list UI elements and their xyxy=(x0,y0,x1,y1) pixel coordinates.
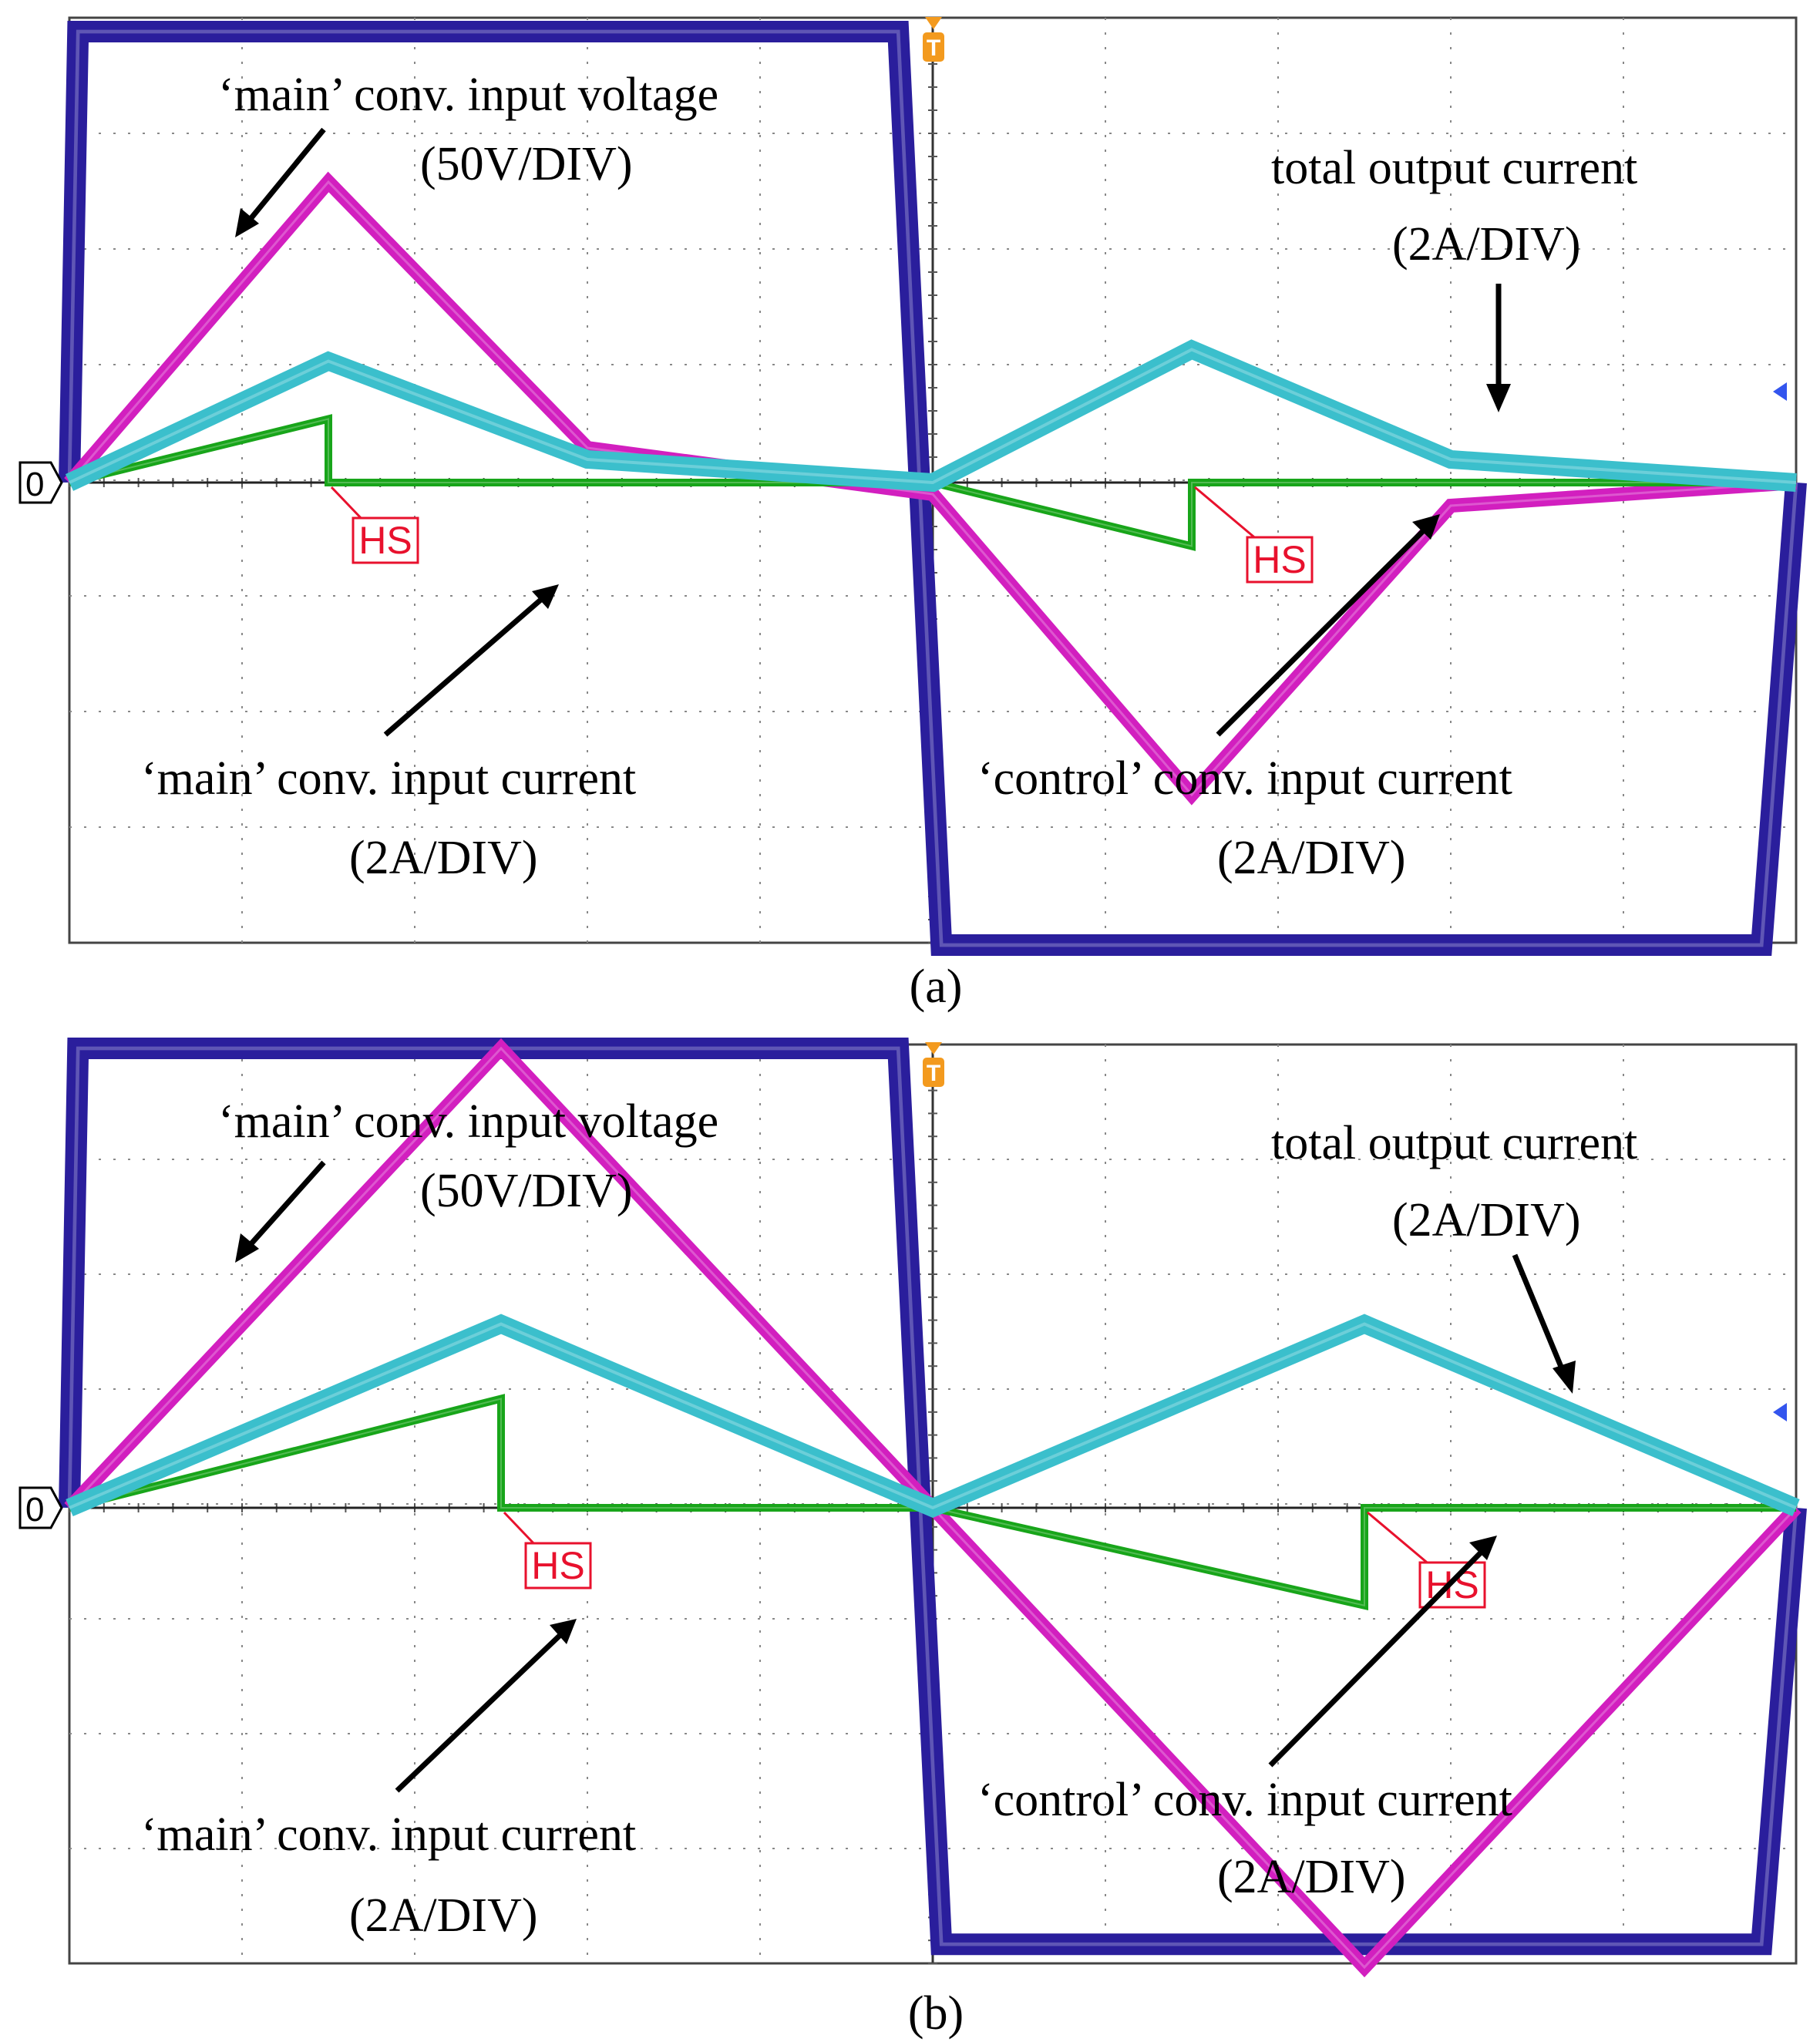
hs-box xyxy=(524,1542,592,1590)
hs-box xyxy=(1246,536,1314,584)
hs-pointer xyxy=(330,486,365,523)
zero-marker-label: 0 xyxy=(25,1491,44,1529)
arrow-heads-a xyxy=(235,208,1511,609)
hs-markers-a: HS HS xyxy=(330,486,1314,584)
pointer-arrows-b xyxy=(244,1160,1568,1793)
total-label-line1: total output current xyxy=(1271,1117,1637,1169)
hs-pointer xyxy=(1367,1511,1431,1567)
control-current-label-line2: (2A/DIV) xyxy=(1217,1851,1406,1903)
total-label-line2: (2A/DIV) xyxy=(1392,1194,1581,1246)
trace-total_output_current xyxy=(65,339,1797,493)
control-current-label-line1: ‘control’ conv. input current xyxy=(977,1774,1512,1826)
right-level-arrow-icon xyxy=(1773,1403,1787,1421)
voltage-label-line2: (50V/DIV) xyxy=(420,1165,633,1217)
main-current-label-line2: (2A/DIV) xyxy=(349,832,538,884)
trace-total_output_current xyxy=(66,1314,1800,1519)
hs-label: HS xyxy=(531,1544,584,1587)
trace-highlight-main_input_current xyxy=(68,180,1797,797)
trigger-marker-b: T xyxy=(923,1042,944,1087)
total-label-line1: total output current xyxy=(1271,142,1637,194)
voltage-label-line2: (50V/DIV) xyxy=(420,138,633,190)
voltage-label-line1: ‘main’ conv. input voltage xyxy=(218,69,718,121)
right-level-arrow-icon xyxy=(1773,382,1787,401)
hs-label: HS xyxy=(358,519,412,562)
hs-box xyxy=(352,516,419,564)
zero-marker-label: 0 xyxy=(25,466,44,503)
total-label-line2: (2A/DIV) xyxy=(1392,218,1581,271)
trigger-marker-label: T xyxy=(927,1061,940,1086)
trace-highlight-total_output_current xyxy=(69,348,1797,485)
main-current-label-line1: ‘main’ conv. input current xyxy=(141,1808,636,1861)
zero-marker-b: 0 xyxy=(19,1486,63,1529)
control-current-label-line2: (2A/DIV) xyxy=(1217,832,1406,884)
panel-caption-a: (a) xyxy=(910,960,963,1013)
hs-label: HS xyxy=(1253,538,1306,581)
traces-a xyxy=(59,20,1807,956)
trigger-marker-a: T xyxy=(923,17,944,62)
pointer-arrows-a xyxy=(244,127,1502,737)
panel-a: HS HS 0 T ‘main’ conv. input voltage (50V… xyxy=(19,16,1807,1013)
main-current-label-line1: ‘main’ conv. input current xyxy=(141,752,636,805)
trace-highlight-total_output_current xyxy=(69,1322,1797,1510)
control-current-label-line1: ‘control’ conv. input current xyxy=(977,752,1512,805)
panel-caption-b: (b) xyxy=(908,1987,964,2040)
hs-pointer xyxy=(1194,486,1259,542)
zero-marker-a: 0 xyxy=(19,461,63,504)
hs-pointer xyxy=(503,1511,538,1548)
traces-b xyxy=(59,1038,1807,1978)
main-current-label-line2: (2A/DIV) xyxy=(349,1889,538,1942)
panel-b: HS HS 0 T ‘main’ conv. input voltage (50V… xyxy=(19,1038,1807,2040)
trigger-marker-label: T xyxy=(927,35,940,61)
voltage-label-line1: ‘main’ conv. input voltage xyxy=(218,1095,718,1148)
trace-main_input_current xyxy=(64,171,1797,806)
arrow-heads-b xyxy=(235,1233,1576,1644)
